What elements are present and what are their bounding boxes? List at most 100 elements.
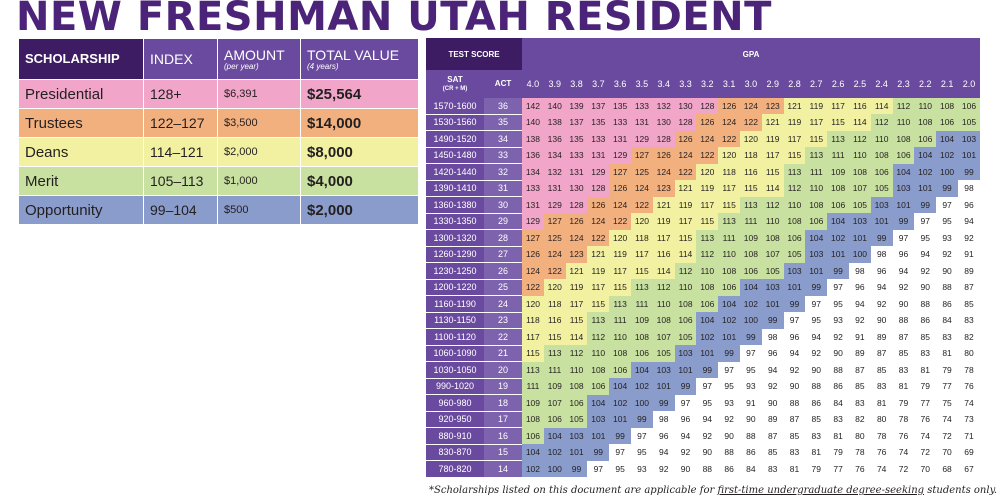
index-cell: 108 xyxy=(652,312,675,329)
index-cell: 112 xyxy=(587,328,610,345)
index-cell: 94 xyxy=(783,345,806,362)
act-score: 28 xyxy=(484,229,523,247)
index-cell: 102 xyxy=(936,147,958,164)
index-cell: 120 xyxy=(740,130,762,147)
index-cell: 99 xyxy=(783,295,806,312)
gpa-column-header: 3.1 xyxy=(718,70,740,98)
scholarship-index: 114–121 xyxy=(143,137,218,167)
index-cell: 86 xyxy=(827,378,849,395)
index-cell: 131 xyxy=(565,163,588,180)
index-cell: 97 xyxy=(674,394,697,411)
index-cell: 101 xyxy=(892,196,915,213)
index-cell: 83 xyxy=(914,345,937,362)
index-cell: 79 xyxy=(827,444,849,461)
index-cell: 74 xyxy=(914,427,937,444)
index-cell: 97 xyxy=(827,279,849,296)
index-cell: 118 xyxy=(631,229,653,246)
index-cell: 88 xyxy=(718,444,740,461)
index-cell: 79 xyxy=(914,378,937,395)
scholarship-table: SCHOLARSHIP INDEX AMOUNT (per year) TOTAL… xyxy=(18,38,419,225)
act-score: 25 xyxy=(484,279,523,296)
index-cell: 120 xyxy=(543,279,566,296)
sat-range: 920-950 xyxy=(426,411,485,428)
index-cell: 129 xyxy=(587,163,610,180)
scholarship-amount: $2,000 xyxy=(217,137,301,167)
act-score: 21 xyxy=(484,345,523,362)
scholarship-amount: $1,000 xyxy=(217,166,301,196)
index-cell: 117 xyxy=(783,130,806,147)
index-cell: 76 xyxy=(914,411,937,428)
index-cell: 130 xyxy=(652,114,675,131)
index-cell: 94 xyxy=(652,444,675,461)
index-cell: 122 xyxy=(696,147,719,164)
index-cell: 104 xyxy=(696,312,719,329)
scholarship-header: SCHOLARSHIP xyxy=(18,38,144,80)
gpa-column-header: 4.0 xyxy=(522,70,544,98)
scholarship-total: $8,000 xyxy=(300,137,419,167)
gpa-column-header: 3.9 xyxy=(543,70,566,98)
index-cell: 110 xyxy=(652,295,675,312)
grid-row: 1100-1120 22 117 115 114 112 110 108 107 105 102 10… xyxy=(426,328,980,346)
index-cell: 133 xyxy=(522,180,544,197)
index-cell: 91 xyxy=(957,246,980,263)
index-cell: 92 xyxy=(936,246,958,263)
index-cell: 115 xyxy=(761,163,784,180)
index-cell: 104 xyxy=(718,295,740,312)
index-cell: 119 xyxy=(674,196,697,213)
scholarship-index: 122–127 xyxy=(143,108,218,138)
index-cell: 79 xyxy=(805,460,828,477)
act-score: 32 xyxy=(484,163,523,181)
index-cell: 95 xyxy=(718,378,740,395)
index-cell: 127 xyxy=(609,163,632,180)
index-cell: 77 xyxy=(914,394,937,411)
index-cell: 82 xyxy=(848,411,871,428)
index-cell: 70 xyxy=(936,444,958,461)
index-cell: 74 xyxy=(892,444,915,461)
index-cell: 104 xyxy=(936,130,958,147)
index-cell: 95 xyxy=(696,394,719,411)
index-cell: 119 xyxy=(609,246,632,263)
index-cell: 81 xyxy=(827,427,849,444)
index-cell: 124 xyxy=(674,147,697,164)
index-cell: 127 xyxy=(543,213,566,230)
index-cell: 80 xyxy=(848,427,871,444)
index-cell: 76 xyxy=(957,378,980,395)
gpa-column-header: 2.2 xyxy=(914,70,937,98)
gpa-column-header: 3.8 xyxy=(565,70,588,98)
index-cell: 127 xyxy=(522,229,544,246)
index-cell: 108 xyxy=(805,196,828,213)
index-cell: 79 xyxy=(936,361,958,378)
index-cell: 104 xyxy=(543,427,566,444)
index-cell: 109 xyxy=(522,394,544,411)
index-cell: 135 xyxy=(565,130,588,147)
act-score: 22 xyxy=(484,328,523,346)
index-cell: 108 xyxy=(674,295,697,312)
sat-range: 830-870 xyxy=(426,444,485,461)
index-cell: 83 xyxy=(848,394,871,411)
index-cell: 86 xyxy=(914,312,937,329)
index-cell: 116 xyxy=(652,246,675,263)
sat-range: 990-1020 xyxy=(426,378,485,395)
index-cell: 108 xyxy=(936,98,958,114)
index-cell: 117 xyxy=(587,279,610,296)
index-cell: 113 xyxy=(696,229,719,246)
index-cell: 110 xyxy=(783,196,806,213)
sat-range: 1030-1050 xyxy=(426,361,485,379)
index-cell: 108 xyxy=(565,378,588,395)
index-cell: 113 xyxy=(718,213,740,230)
index-cell: 106 xyxy=(827,196,849,213)
index-cell: 107 xyxy=(848,180,871,197)
index-cell: 103 xyxy=(761,279,784,296)
index-cell: 95 xyxy=(936,213,958,230)
index-cell: 101 xyxy=(914,180,937,197)
grid-row: 1420-1440 32 134 132 131 129 127 125 124 122 120 11… xyxy=(426,163,980,181)
index-cell: 82 xyxy=(957,328,980,345)
act-score: 34 xyxy=(484,130,523,148)
index-cell: 94 xyxy=(805,328,828,345)
gpa-column-header: 3.0 xyxy=(740,70,762,98)
index-cell: 114 xyxy=(652,262,675,279)
index-cell: 123 xyxy=(652,180,675,197)
grid-row: 990-1020 19 111 109 108 106 104 102 101 99 97 95 93 9… xyxy=(426,378,980,395)
index-cell: 116 xyxy=(740,163,762,180)
index-cell: 119 xyxy=(783,114,806,131)
